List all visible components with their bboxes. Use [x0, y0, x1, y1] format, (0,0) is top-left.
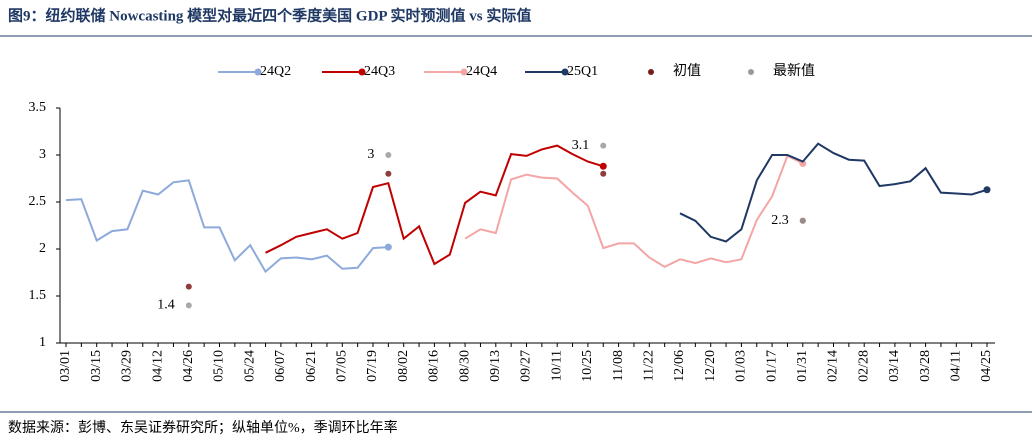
legend-marker	[460, 68, 468, 76]
legend-label: 最新值	[773, 63, 815, 79]
legend-label: 24Q4	[466, 64, 497, 79]
source-note: 数据来源：彭博、东吴证券研究所；纵轴单位%，季调环比年率	[8, 419, 398, 436]
y-tick-label: 2.5	[29, 194, 47, 209]
x-tick-label: 01/31	[795, 350, 810, 382]
legend-label: 24Q3	[364, 64, 395, 79]
x-tick-label: 03/01	[58, 350, 73, 382]
x-tick-label: 06/21	[304, 350, 319, 382]
x-tick-label: 11/22	[642, 350, 657, 381]
x-tick-label: 03/29	[120, 350, 135, 382]
y-tick-label: 3	[39, 147, 46, 162]
legend-label: 25Q1	[567, 64, 598, 79]
data-label: 3.1	[572, 138, 590, 153]
point	[600, 142, 607, 149]
y-tick-label: 3.5	[29, 100, 47, 115]
legend-label: 初值	[673, 62, 701, 79]
end-marker	[599, 162, 607, 170]
legend-marker	[648, 69, 654, 75]
legend-marker	[254, 68, 262, 76]
x-tick-label: 09/13	[488, 350, 503, 382]
legend-label: 24Q2	[260, 64, 291, 79]
x-tick-label: 04/11	[949, 350, 964, 381]
series-line	[464, 154, 804, 269]
x-tick-label: 02/14	[826, 350, 841, 382]
x-tick-label: 05/10	[212, 350, 227, 382]
x-tick-label: 06/07	[273, 350, 288, 382]
data-label: 3	[367, 147, 374, 162]
point	[799, 217, 806, 224]
point	[185, 302, 192, 309]
legend-marker	[561, 68, 569, 76]
point	[185, 283, 192, 290]
x-tick-label: 08/30	[457, 350, 472, 382]
x-tick-label: 08/16	[427, 350, 442, 382]
x-tick-label: 11/08	[611, 350, 626, 381]
end-marker	[983, 186, 991, 194]
x-tick-label: 04/12	[150, 350, 165, 382]
x-tick-label: 04/25	[979, 350, 994, 382]
x-tick-label: 10/11	[549, 350, 564, 381]
y-tick-label: 1	[39, 335, 46, 350]
y-tick-label: 1.5	[29, 288, 47, 303]
y-tick-label: 2	[39, 241, 46, 256]
x-tick-label: 02/28	[856, 350, 871, 382]
end-marker	[384, 243, 392, 251]
x-tick-label: 03/28	[918, 350, 933, 382]
legend-marker	[358, 68, 366, 76]
series-line	[65, 179, 389, 274]
x-tick-label: 05/24	[242, 350, 257, 382]
point	[385, 170, 392, 177]
x-tick-label: 09/27	[519, 350, 534, 382]
series-line	[265, 144, 604, 266]
x-tick-label: 12/20	[703, 350, 718, 382]
point	[385, 152, 392, 158]
data-label: 2.3	[771, 213, 789, 228]
x-tick-label: 01/03	[734, 350, 749, 382]
point	[600, 170, 607, 177]
x-tick-label: 01/17	[764, 350, 779, 382]
legend-marker	[748, 69, 754, 75]
x-tick-label: 04/26	[181, 350, 196, 382]
x-tick-label: 10/25	[580, 350, 595, 382]
x-tick-label: 07/19	[365, 350, 380, 382]
x-tick-label: 12/06	[672, 350, 687, 382]
x-tick-label: 03/14	[887, 350, 902, 382]
data-label: 1.4	[157, 298, 175, 313]
x-tick-label: 08/02	[396, 350, 411, 382]
x-tick-label: 07/05	[335, 350, 350, 382]
chart-title: 图9：纽约联储 Nowcasting 模型对最近四个季度美国 GDP 实时预测值…	[8, 6, 531, 24]
series-line	[679, 142, 988, 243]
x-tick-label: 03/15	[89, 350, 104, 382]
